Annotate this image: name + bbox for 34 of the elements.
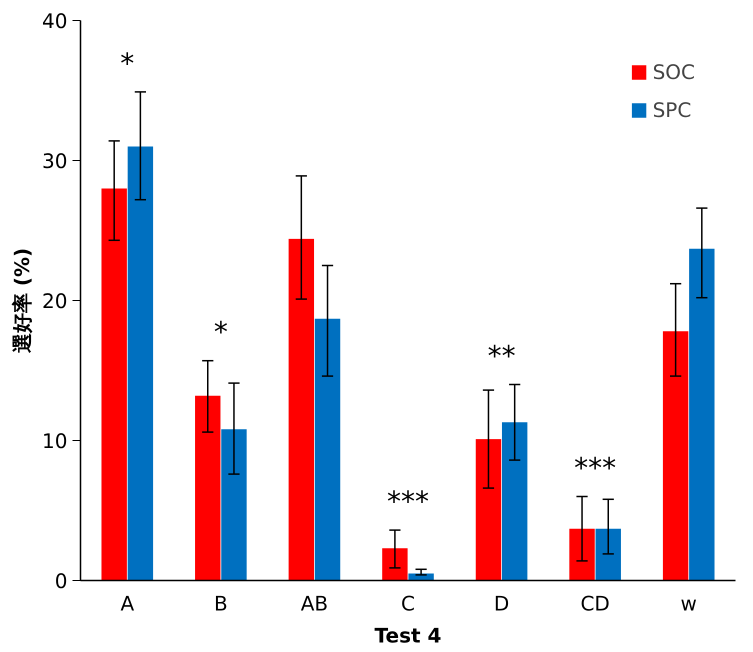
bar — [221, 429, 247, 580]
bar — [569, 528, 595, 580]
y-tick-label: 40 — [42, 9, 68, 33]
bar — [128, 146, 154, 580]
y-axis-title: 選好率 (%) — [10, 248, 34, 354]
x-tick-label: AB — [300, 592, 328, 616]
x-tick-label: CD — [580, 592, 610, 616]
annotation: *** — [387, 485, 429, 518]
bar — [689, 248, 715, 580]
x-tick-label: C — [401, 592, 415, 616]
annotation: *** — [574, 452, 616, 484]
bar — [314, 318, 340, 580]
annotation: * — [214, 316, 228, 349]
y-tick-label: 20 — [42, 289, 68, 313]
y-tick-label: 30 — [42, 149, 68, 173]
x-tick-label: A — [120, 592, 134, 616]
x-tick-label: w — [680, 592, 697, 616]
y-tick-label: 10 — [42, 429, 68, 453]
x-tick-label: D — [494, 592, 510, 616]
y-tick-label: 0 — [54, 569, 68, 593]
bar — [476, 439, 502, 580]
annotation: * — [120, 46, 134, 80]
x-axis-title: Test 4 — [374, 624, 442, 648]
bar — [382, 548, 408, 580]
annotation: ** — [488, 340, 516, 372]
bar — [596, 528, 621, 580]
bar — [288, 238, 314, 580]
bar — [662, 331, 688, 580]
bar — [502, 422, 528, 580]
bar — [195, 396, 220, 580]
legend-label: SPC — [652, 98, 692, 122]
bar — [101, 188, 127, 580]
x-tick-label: B — [214, 592, 228, 616]
legend-label: SOC — [652, 60, 695, 84]
